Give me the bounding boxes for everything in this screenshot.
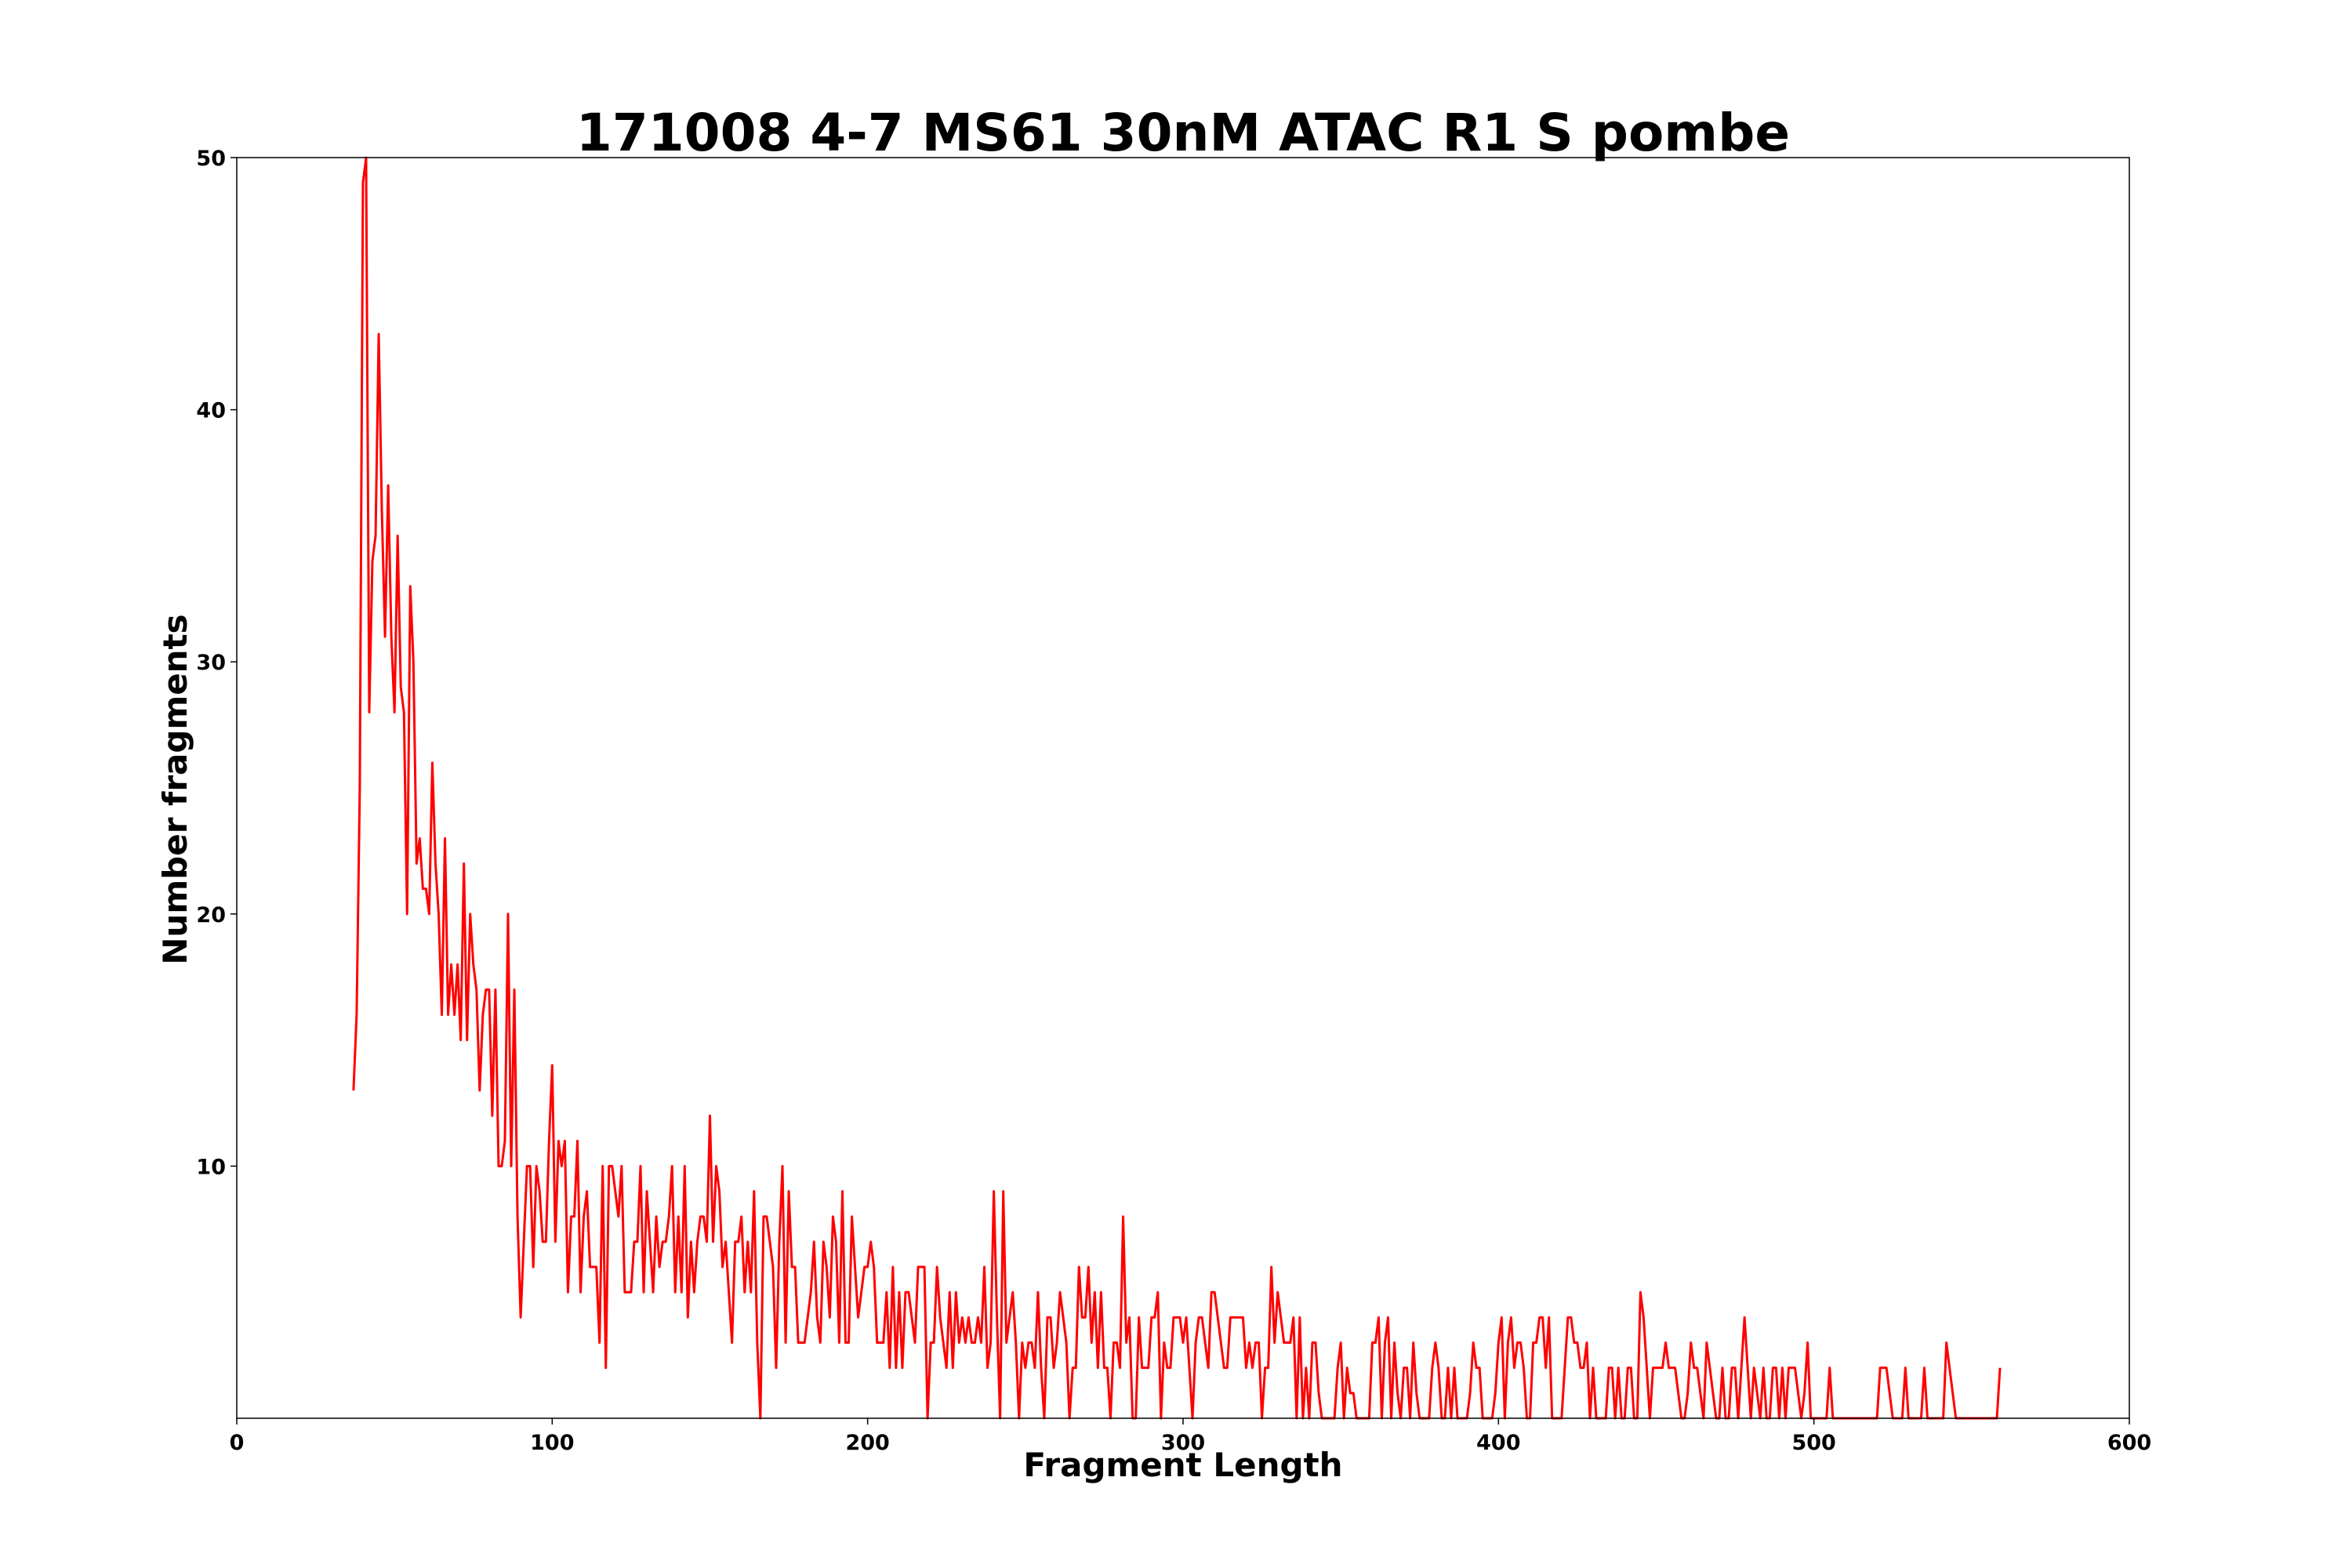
y-tick-label: 10 bbox=[196, 1155, 226, 1179]
y-tick-label: 50 bbox=[196, 147, 226, 171]
x-axis-ticks: 0 100 200 300 400 500 600 bbox=[230, 1418, 2151, 1455]
x-tick-label: 0 bbox=[230, 1431, 245, 1455]
y-tick-label: 40 bbox=[196, 399, 226, 423]
y-tick-label: 20 bbox=[196, 903, 226, 927]
y-tick-label: 30 bbox=[196, 651, 226, 675]
x-tick-label: 400 bbox=[1476, 1431, 1520, 1455]
y-axis-ticks: 10 20 30 40 50 bbox=[196, 147, 237, 1179]
y-axis-label: Number fragments bbox=[156, 614, 194, 964]
x-tick-label: 500 bbox=[1791, 1431, 1835, 1455]
x-tick-label: 200 bbox=[845, 1431, 889, 1455]
x-tick-label: 300 bbox=[1161, 1431, 1205, 1455]
chart-title: 171008 4-7 MS61 30nM ATAC R1 S pombe bbox=[576, 103, 1790, 163]
x-tick-label: 600 bbox=[2107, 1431, 2151, 1455]
x-axis-label: Fragment Length bbox=[1023, 1446, 1342, 1484]
x-tick-label: 100 bbox=[530, 1431, 574, 1455]
